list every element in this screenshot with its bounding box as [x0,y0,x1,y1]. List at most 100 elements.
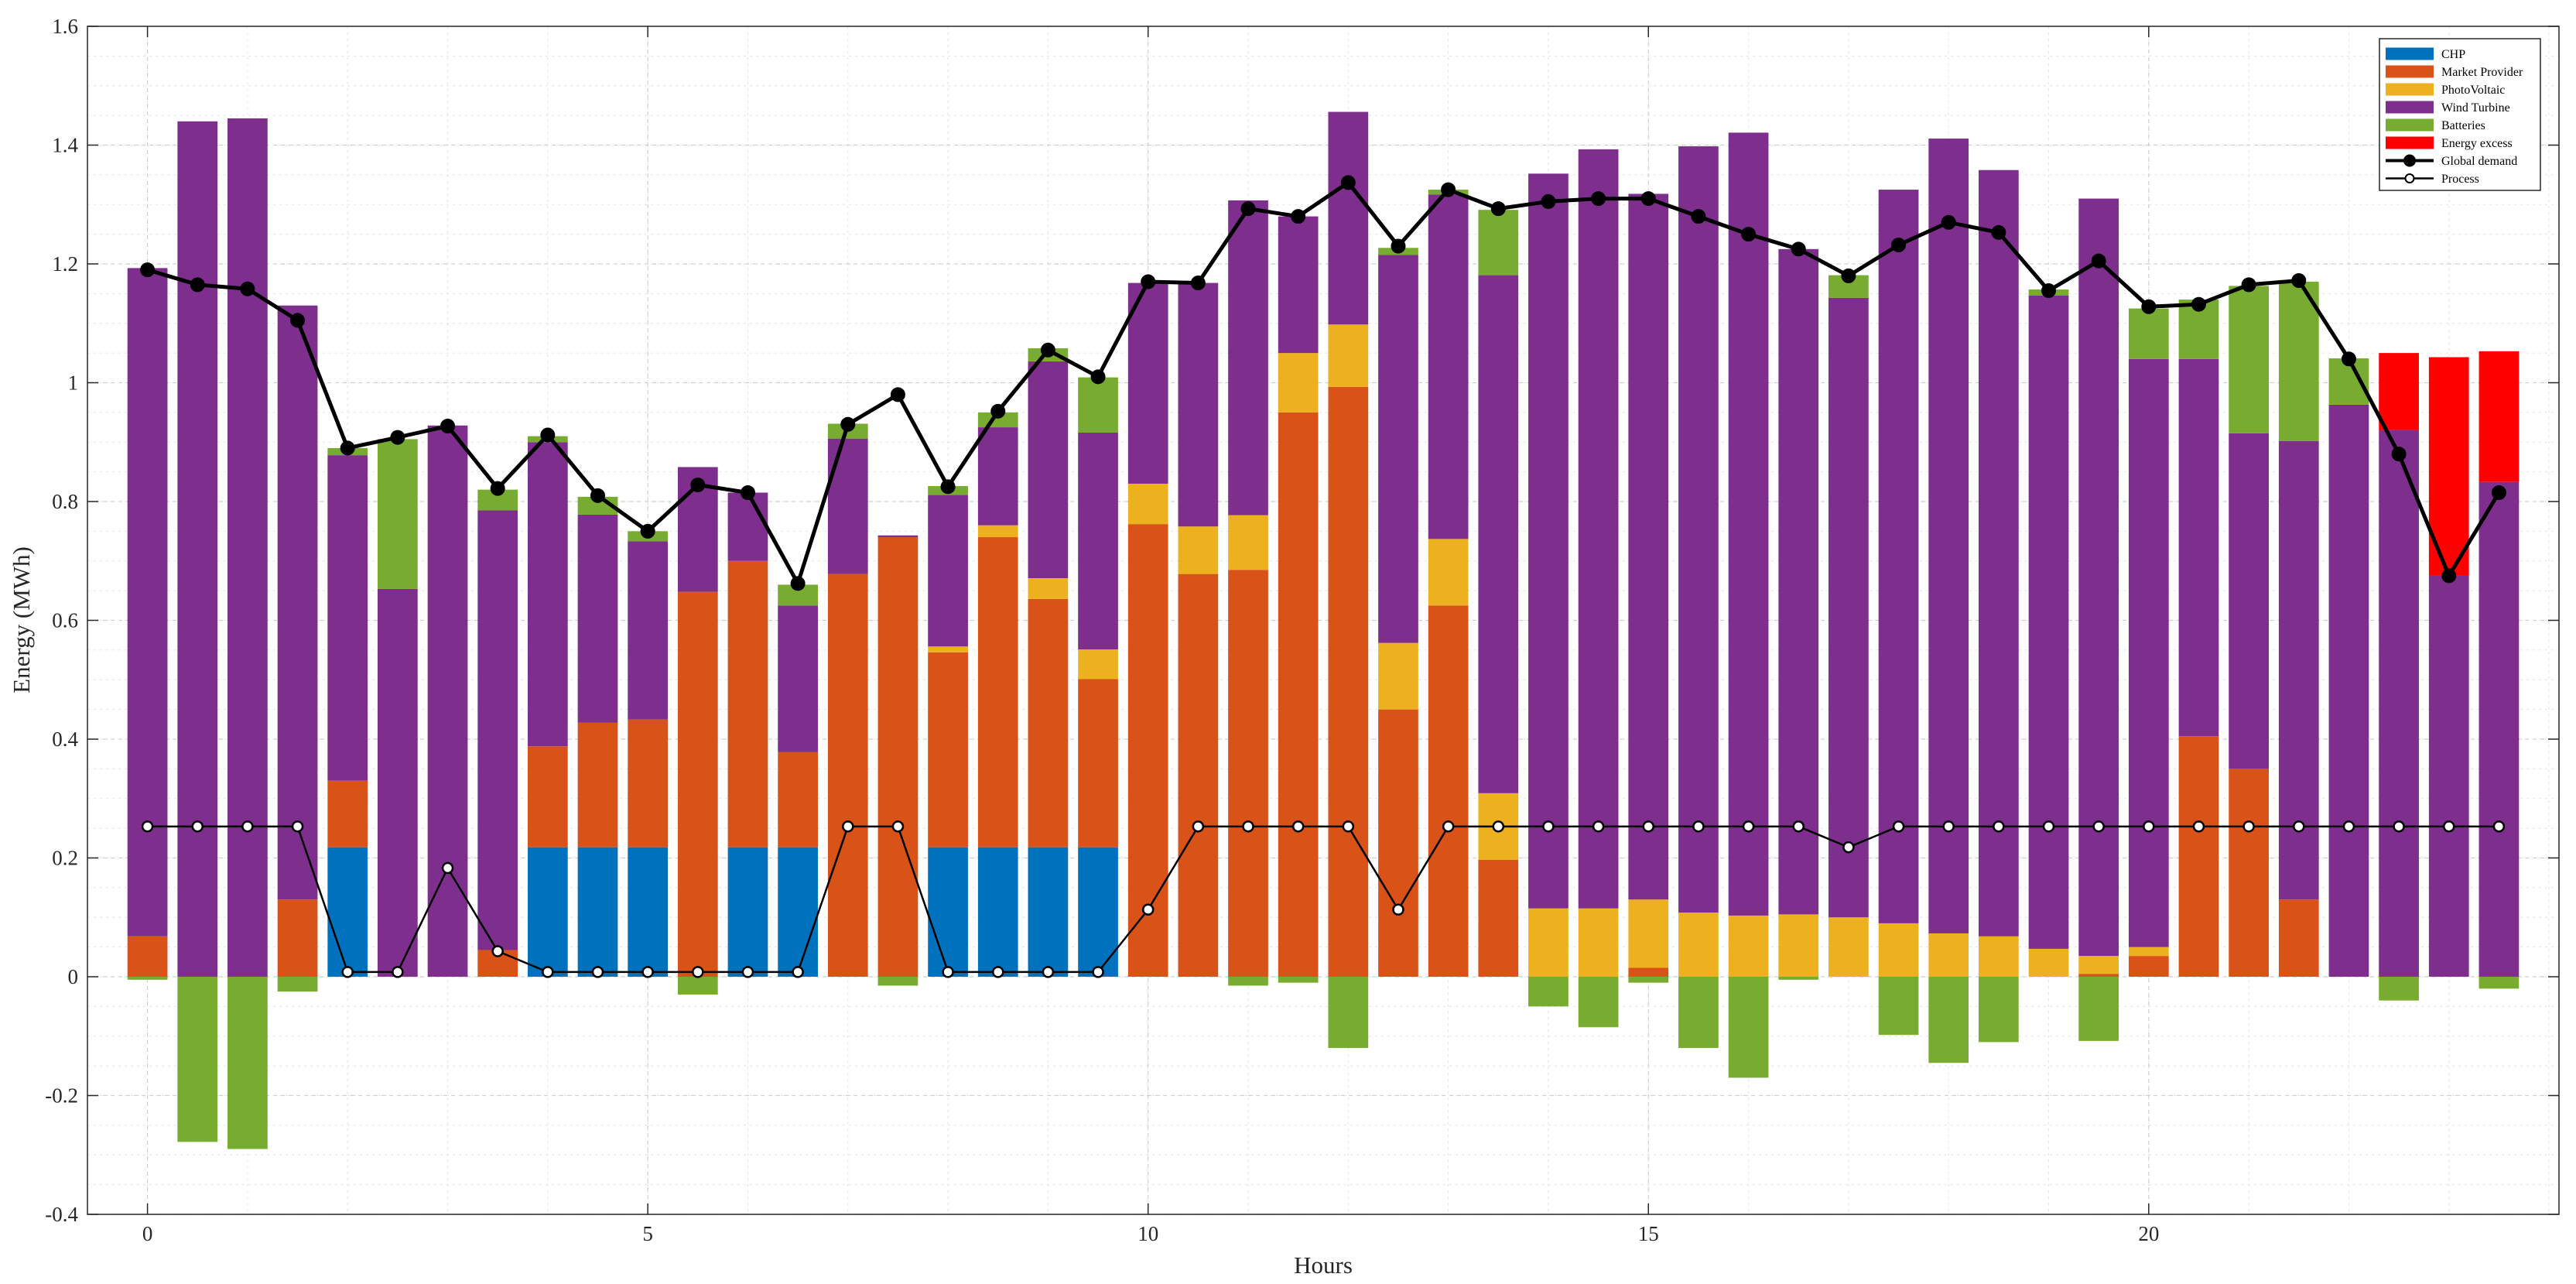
bar-photovoltaic [1578,908,1619,977]
global-demand-point [2441,568,2457,584]
bar-chp [1028,847,1069,977]
bar-batteries [2229,286,2269,433]
process-point [991,966,1004,978]
global-demand-point [1190,276,1206,291]
process-point [542,966,554,978]
y-tick-label: 0.8 [52,490,78,513]
legend-label-batteries: Batteries [2441,119,2485,132]
bar-photovoltaic [1428,539,1469,606]
bar-batteries [1928,977,1969,1063]
process-point [1892,820,1905,833]
process-point [1141,903,1155,916]
global-demand-point [1741,227,1757,242]
bar-chp [577,847,618,977]
bar-market-provider [727,560,768,847]
global-demand-point [1391,238,1406,254]
process-point [1192,820,1205,833]
bar-photovoltaic [977,525,1018,538]
bar-wind-turbine [378,588,418,977]
y-tick-label: -0.2 [45,1084,78,1108]
global-demand-point [2091,253,2106,269]
bar-wind-turbine [1678,146,1719,913]
bar-market-provider [1028,598,1069,847]
x-tick-label: 10 [1137,1222,1158,1245]
bar-photovoltaic [2078,956,2119,974]
bar-wind-turbine [1778,248,1819,915]
bar-wind-turbine [1078,432,1118,650]
bar-batteries [227,977,268,1149]
process-line [147,825,2499,974]
process-point [2092,820,2105,833]
global-demand-point [740,484,755,500]
bar-photovoltaic [1829,917,1869,977]
bar-batteries [877,977,919,986]
bar-market-provider [2128,956,2169,977]
x-tick-label: 5 [642,1222,653,1245]
global-demand-point [1141,274,1156,289]
bar-batteries [1078,377,1118,433]
process-point [641,966,654,978]
bar-wind-turbine [1528,173,1569,909]
bar-photovoltaic [1228,515,1268,570]
bar-wind-turbine [327,455,368,781]
legend-marker-global-demand [2403,154,2416,167]
y-tick-label: 1.4 [52,134,78,157]
bar-wind-turbine [2328,404,2369,977]
bar-batteries [1278,977,1319,983]
bar-wind-turbine [1478,275,1519,793]
process-point [2492,820,2506,833]
x-tick-label: 15 [1638,1222,1659,1245]
legend-label-global-demand: Global demand [2441,155,2517,168]
legend-label-chp: CHP [2441,48,2465,61]
bar-market-provider [277,899,318,977]
global-demand-point [790,576,806,591]
process-point [891,820,905,833]
bar-market-provider [1428,605,1469,977]
x-tick-label: 0 [142,1222,153,1245]
process-point [1842,841,1855,854]
bar-wind-turbine [527,442,568,747]
process-point [1942,820,1955,833]
global-demand-point [390,430,405,445]
bar-market-provider [778,752,818,847]
legend-label-market-provider: Market Provider [2441,66,2523,79]
bar-market-provider [677,591,718,977]
y-axis-title: Energy (MWh) [8,546,35,693]
y-tick-label: 1.6 [52,15,78,38]
y-tick-label: 0.4 [52,728,78,751]
bar-wind-turbine [928,495,968,647]
bar-photovoltaic [1728,915,1769,977]
global-demand-line [146,180,2501,586]
bar-batteries [1228,977,1268,986]
bar-batteries [378,439,418,589]
bar-wind-turbine [1829,297,1869,918]
bar-wind-turbine [1228,200,1268,515]
bar-batteries [1778,977,1819,980]
global-demand-point [690,478,706,493]
bar-market-provider [2229,769,2269,977]
process-point [1342,820,1355,833]
process-point [491,945,504,957]
bar-wind-turbine [127,268,168,936]
bar-wind-turbine [577,514,618,723]
bar-wind-turbine [1878,190,1919,923]
global-demand-point [1040,342,1055,358]
legend-swatch-batteries [2386,118,2434,132]
global-demand-point [990,403,1006,419]
bar-batteries [2379,977,2419,1001]
bar-photovoltaic [1127,483,1168,525]
global-demand-point [1591,191,1606,207]
process-point [692,966,704,978]
bar-batteries [1628,977,1669,983]
bar-wind-turbine [628,541,669,720]
global-demand-point [540,427,556,443]
global-demand-point [2241,277,2256,293]
bar-photovoltaic [2028,948,2069,977]
global-demand-point [590,488,605,503]
bar-energy-excess [2479,351,2520,482]
global-demand-point [1991,224,2006,240]
bar-market-provider [628,719,669,847]
bar-chp [527,847,568,977]
global-demand-point [140,262,156,278]
bar-market-provider [877,537,919,977]
